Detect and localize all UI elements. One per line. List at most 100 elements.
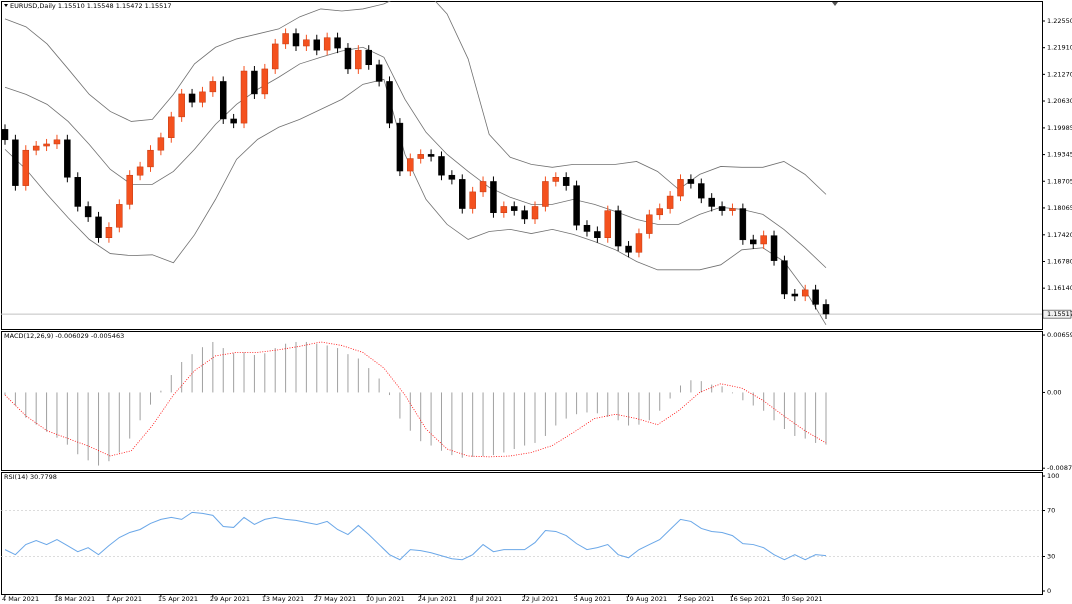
y-tick-label: 0.00 — [1047, 388, 1061, 396]
candle-body — [552, 177, 560, 182]
candle-body — [95, 216, 102, 238]
price-panel — [1, 1, 1043, 330]
candle-body — [365, 49, 372, 66]
y-tick-label: -0.008704 — [1047, 464, 1072, 472]
candle-body — [791, 293, 799, 297]
candle-body — [355, 49, 362, 70]
candle-body — [459, 179, 466, 209]
candle-body — [271, 43, 279, 70]
candle-body — [178, 93, 185, 118]
candle-body — [479, 181, 487, 193]
rsi-title: RSI(14) 30.7798 — [4, 473, 57, 481]
y-tick-label: 1.16780 — [1047, 257, 1072, 265]
candle-body — [656, 208, 663, 216]
y-tick-label: 1.18705 — [1047, 177, 1072, 185]
rsi-line — [4, 511, 827, 561]
candle-body — [760, 235, 767, 245]
candle-body — [53, 139, 61, 145]
macd-title: MACD(12,26,9) -0.006029 -0.005463 — [4, 332, 124, 340]
y-tick-label: 0.006595 — [1047, 331, 1072, 339]
x-tick-label: 18 Mar 2021 — [54, 595, 95, 603]
candle-body — [323, 37, 331, 51]
y-tick-label: 1.20630 — [1047, 97, 1072, 105]
shift-marker — [832, 2, 838, 6]
x-tick-label: 1 Apr 2021 — [106, 595, 142, 603]
candle-body — [500, 206, 508, 213]
candle-body — [427, 154, 435, 157]
bollinger-middle — [4, 46, 827, 269]
candle-body — [219, 81, 227, 120]
candle-body — [22, 149, 30, 186]
candle-body — [812, 289, 819, 305]
candle-body — [32, 145, 40, 151]
candle-body — [770, 235, 778, 261]
candle-body — [313, 39, 321, 51]
candle-body — [375, 64, 383, 82]
y-tick-label: 30 — [1047, 553, 1055, 561]
bollinger-lower — [4, 78, 827, 326]
candle-body — [126, 174, 133, 205]
candle-body — [251, 70, 258, 95]
y-tick-label: 1.21910 — [1047, 44, 1072, 52]
price-plot — [1, 1, 1042, 326]
menu-marker — [4, 4, 8, 7]
candle-body — [801, 289, 809, 297]
macd-signal — [4, 341, 827, 458]
candle-body — [199, 91, 206, 103]
x-tick-label: 10 Jun 2021 — [366, 595, 405, 603]
y-tick-label: 1.19985 — [1047, 124, 1072, 132]
last-price-label: 1.15517 — [1047, 310, 1072, 318]
candle-body — [136, 166, 144, 176]
candle-body — [105, 227, 113, 238]
candle-body — [625, 245, 632, 253]
candle-body — [147, 149, 154, 168]
candle-body — [739, 208, 747, 241]
x-tick-label: 8 Jul 2021 — [470, 595, 503, 603]
candle-body — [594, 231, 601, 238]
candle-body — [334, 37, 341, 49]
rsi-panel — [1, 472, 1043, 595]
candle-body — [531, 206, 539, 220]
candle-body — [718, 206, 726, 211]
y-tick-label: 1.16140 — [1047, 284, 1072, 292]
candle-body — [74, 177, 81, 207]
y-tick-label: 100 — [1047, 472, 1059, 480]
candle-body — [448, 174, 456, 180]
candle-body — [43, 143, 50, 147]
candle-body — [583, 224, 591, 232]
candle-body — [614, 210, 622, 247]
x-tick-label: 13 May 2021 — [262, 595, 304, 603]
x-tick-label: 27 May 2021 — [314, 595, 356, 603]
x-tick-label: 4 Mar 2021 — [2, 595, 39, 603]
candle-body — [666, 195, 674, 209]
candle-body — [1, 129, 9, 141]
candle-body — [344, 47, 352, 70]
candle-body — [396, 122, 404, 172]
candle-body — [687, 179, 695, 184]
candle-body — [261, 68, 269, 95]
candle-body — [750, 239, 757, 245]
macd-panel — [1, 331, 1043, 471]
candle-body — [708, 197, 715, 207]
y-tick-label: 1.19345 — [1047, 151, 1072, 159]
candle-body — [188, 93, 196, 103]
candle-body — [822, 304, 830, 315]
candle-body — [282, 33, 289, 45]
candle-body — [240, 70, 248, 124]
y-tick-label: 1.18065 — [1047, 204, 1072, 212]
candle-body — [646, 214, 653, 234]
candle-body — [729, 208, 736, 211]
candle-body — [303, 39, 310, 47]
candle-body — [157, 137, 165, 151]
candle-body — [635, 233, 643, 253]
x-tick-label: 30 Sep 2021 — [781, 595, 822, 603]
candle-body — [230, 118, 237, 124]
candle-body — [490, 181, 497, 213]
candle-body — [407, 158, 414, 172]
x-tick-label: 15 Apr 2021 — [158, 595, 198, 603]
candle-body — [209, 81, 217, 93]
y-tick-label: 1.17420 — [1047, 231, 1072, 239]
candle-body — [116, 204, 123, 228]
